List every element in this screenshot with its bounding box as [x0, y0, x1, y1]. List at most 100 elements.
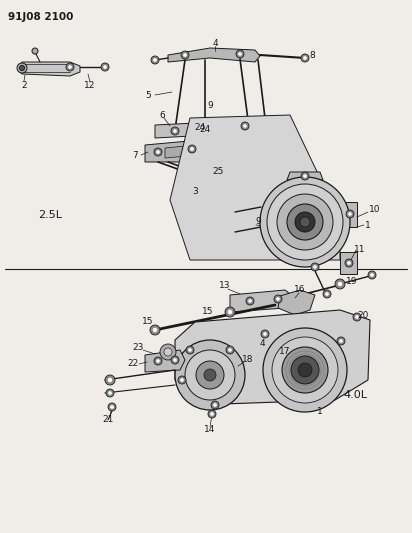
Text: 22: 22 — [127, 359, 138, 368]
Circle shape — [287, 204, 323, 240]
Text: 3: 3 — [192, 188, 198, 197]
Circle shape — [313, 265, 317, 269]
Circle shape — [160, 344, 176, 360]
Polygon shape — [18, 62, 80, 76]
Circle shape — [303, 56, 307, 60]
Circle shape — [276, 297, 280, 301]
Circle shape — [228, 348, 232, 352]
Circle shape — [311, 263, 319, 271]
Text: 12: 12 — [84, 80, 96, 90]
Text: 9: 9 — [255, 217, 261, 227]
Circle shape — [204, 369, 216, 381]
Circle shape — [32, 48, 38, 54]
Text: 10: 10 — [369, 206, 381, 214]
Circle shape — [164, 348, 172, 356]
Circle shape — [213, 403, 217, 407]
Circle shape — [274, 295, 282, 303]
Circle shape — [210, 412, 214, 416]
Polygon shape — [165, 146, 188, 158]
Polygon shape — [278, 290, 315, 315]
Text: 2: 2 — [21, 80, 27, 90]
Text: 4: 4 — [212, 38, 218, 47]
Circle shape — [301, 172, 309, 180]
Polygon shape — [168, 48, 260, 62]
Polygon shape — [287, 172, 323, 180]
Text: 14: 14 — [204, 425, 216, 434]
Circle shape — [156, 150, 160, 154]
Circle shape — [243, 124, 247, 128]
Circle shape — [246, 297, 254, 305]
Text: 4: 4 — [259, 338, 265, 348]
Polygon shape — [175, 310, 370, 405]
Circle shape — [186, 346, 194, 354]
Circle shape — [225, 307, 235, 317]
Circle shape — [353, 313, 361, 321]
Circle shape — [261, 330, 269, 338]
Circle shape — [175, 340, 245, 410]
Circle shape — [185, 350, 235, 400]
Circle shape — [180, 378, 184, 382]
Text: 9: 9 — [207, 101, 213, 109]
Text: 25: 25 — [212, 167, 224, 176]
Circle shape — [348, 212, 352, 216]
Circle shape — [347, 261, 351, 265]
Polygon shape — [230, 290, 295, 312]
Circle shape — [183, 53, 187, 57]
Circle shape — [154, 148, 162, 156]
Circle shape — [291, 356, 319, 384]
Text: 1: 1 — [317, 408, 323, 416]
Text: 18: 18 — [242, 356, 254, 365]
Circle shape — [151, 56, 159, 64]
Circle shape — [346, 210, 354, 218]
Text: 6: 6 — [159, 110, 165, 119]
Circle shape — [248, 299, 252, 303]
Circle shape — [272, 337, 338, 403]
Circle shape — [173, 358, 177, 362]
Circle shape — [370, 273, 374, 277]
Circle shape — [335, 279, 345, 289]
Polygon shape — [340, 252, 357, 274]
Circle shape — [338, 282, 342, 286]
Text: 5: 5 — [145, 91, 151, 100]
Text: 11: 11 — [354, 246, 366, 254]
Circle shape — [173, 129, 177, 133]
Text: 1: 1 — [365, 221, 371, 230]
Text: 2.5L: 2.5L — [38, 210, 62, 220]
Circle shape — [190, 147, 194, 151]
Circle shape — [323, 290, 331, 298]
Polygon shape — [155, 120, 265, 138]
Circle shape — [178, 376, 186, 384]
Circle shape — [208, 410, 216, 418]
Circle shape — [105, 375, 115, 385]
Text: 8: 8 — [309, 51, 315, 60]
Circle shape — [66, 63, 74, 71]
Circle shape — [368, 271, 376, 279]
Text: 23: 23 — [132, 343, 144, 352]
Circle shape — [325, 292, 329, 296]
Circle shape — [153, 328, 157, 332]
Circle shape — [17, 63, 27, 73]
Circle shape — [236, 50, 244, 58]
Polygon shape — [145, 350, 185, 372]
Circle shape — [228, 310, 232, 314]
Text: 19: 19 — [346, 277, 358, 286]
Circle shape — [188, 348, 192, 352]
Polygon shape — [170, 115, 340, 260]
Text: 21: 21 — [102, 416, 114, 424]
Circle shape — [110, 405, 114, 409]
Circle shape — [345, 259, 353, 267]
Circle shape — [196, 361, 224, 389]
Circle shape — [282, 347, 328, 393]
Circle shape — [156, 359, 160, 363]
Circle shape — [267, 184, 343, 260]
Circle shape — [277, 194, 333, 250]
Text: 7: 7 — [132, 150, 138, 159]
Circle shape — [103, 65, 107, 69]
Circle shape — [263, 332, 267, 336]
Circle shape — [171, 356, 179, 364]
Text: 15: 15 — [202, 308, 214, 317]
Circle shape — [337, 337, 345, 345]
Text: 24: 24 — [194, 124, 206, 133]
Circle shape — [339, 339, 343, 343]
Circle shape — [188, 145, 196, 153]
